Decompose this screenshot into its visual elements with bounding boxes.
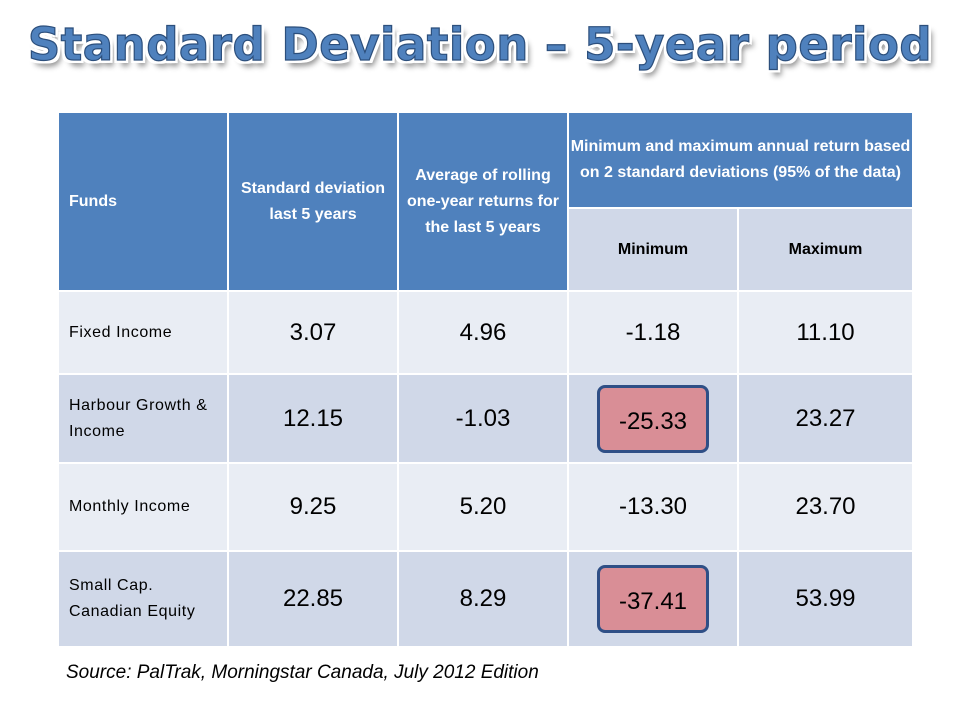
header-avg-return: Average of rolling one-year returns for … <box>397 111 569 292</box>
std-dev-value: 12.15 <box>227 373 399 464</box>
avg-return-value: 4.96 <box>397 290 569 375</box>
header-funds: Funds <box>57 111 229 292</box>
page-title: Standard Deviation – 5-year period <box>27 17 933 71</box>
std-dev-value: 22.85 <box>227 550 399 648</box>
minimum-value: -1.18 <box>567 290 739 375</box>
fund-name: Monthly Income <box>57 462 229 552</box>
fund-name: Fixed Income <box>57 290 229 375</box>
table-row: Monthly Income 9.25 5.20 -13.30 23.70 <box>57 462 915 552</box>
minimum-value-highlighted: -25.33 <box>597 384 709 453</box>
std-dev-value: 3.07 <box>227 290 399 375</box>
minimum-cell: -25.33 <box>567 373 739 464</box>
fund-name: Small Cap. Canadian Equity <box>57 550 229 648</box>
avg-return-value: 5.20 <box>397 462 569 552</box>
avg-return-value: -1.03 <box>397 373 569 464</box>
maximum-value: 23.70 <box>736 462 915 552</box>
std-dev-value: 9.25 <box>227 462 399 552</box>
maximum-value: 53.99 <box>736 550 915 648</box>
maximum-value: 11.10 <box>736 290 915 375</box>
table-row: Fixed Income 3.07 4.96 -1.18 11.10 <box>57 290 915 375</box>
header-std-dev: Standard deviation last 5 years <box>227 111 399 292</box>
header-min-max: Minimum and maximum annual return based … <box>566 111 915 209</box>
source-note: Source: PalTrak, Morningstar Canada, Jul… <box>66 662 539 683</box>
fund-name: Harbour Growth & Income <box>57 373 229 464</box>
header-maximum: Maximum <box>736 207 915 292</box>
maximum-value: 23.27 <box>736 373 915 464</box>
header-minimum: Minimum <box>567 207 739 292</box>
table-row: Small Cap. Canadian Equity 22.85 8.29 -3… <box>57 550 915 648</box>
avg-return-value: 8.29 <box>397 550 569 648</box>
table-row: Harbour Growth & Income 12.15 -1.03 -25.… <box>57 373 915 464</box>
minimum-cell: -37.41 <box>567 550 739 648</box>
minimum-value-highlighted: -37.41 <box>597 565 709 633</box>
std-dev-table: Funds Standard deviation last 5 years Av… <box>57 111 915 648</box>
minimum-value: -13.30 <box>567 462 739 552</box>
